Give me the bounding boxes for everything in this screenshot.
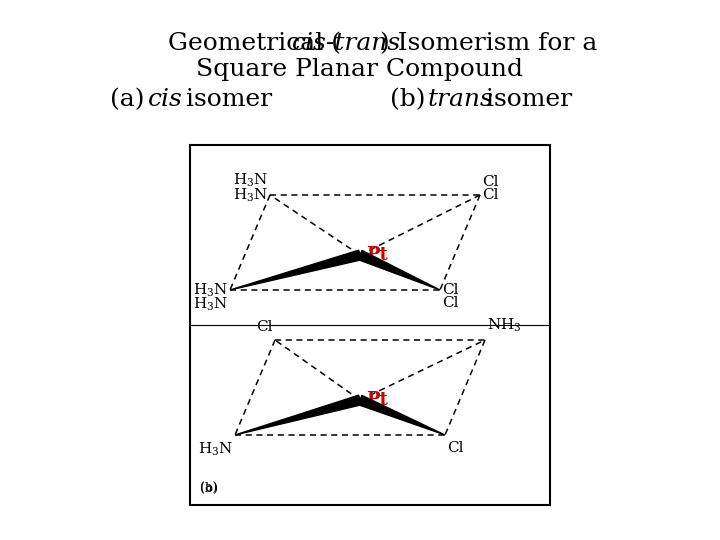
Text: cis: cis [148,88,183,111]
Text: Cl: Cl [442,283,459,297]
Polygon shape [358,251,440,290]
Text: (b): (b) [200,482,218,495]
Text: (a): (a) [110,88,153,111]
Text: cis-trans: cis-trans [292,32,401,55]
Text: Square Planar Compound: Square Planar Compound [197,58,523,81]
Text: isomer: isomer [478,88,572,111]
Text: isomer: isomer [178,88,272,111]
Text: Pt: Pt [366,246,388,264]
Text: $\mathregular{H_3N}$: $\mathregular{H_3N}$ [193,296,228,313]
Text: Geometrical (: Geometrical ( [168,32,341,55]
Polygon shape [358,395,445,435]
Text: $\mathregular{H_3N}$: $\mathregular{H_3N}$ [198,441,233,458]
Text: $\mathregular{H_3N}$: $\mathregular{H_3N}$ [233,186,268,204]
Bar [190,145,550,505]
Text: Cl: Cl [256,320,273,334]
Text: $\mathregular{NH_3}$: $\mathregular{NH_3}$ [487,316,522,334]
Polygon shape [235,395,361,435]
Text: trans: trans [428,88,494,111]
Text: Pt: Pt [366,391,388,409]
Text: Cl: Cl [442,296,459,310]
Text: (a): (a) [200,482,217,495]
Text: Cl: Cl [482,175,498,189]
Text: $\mathregular{H_3N}$: $\mathregular{H_3N}$ [233,172,268,189]
Text: Cl: Cl [447,441,464,455]
Polygon shape [230,250,361,290]
Text: Cl: Cl [482,188,498,202]
Text: ) Isomerism for a: ) Isomerism for a [380,32,598,55]
Text: (b): (b) [390,88,433,111]
Text: $\mathregular{H_3N}$: $\mathregular{H_3N}$ [193,281,228,299]
